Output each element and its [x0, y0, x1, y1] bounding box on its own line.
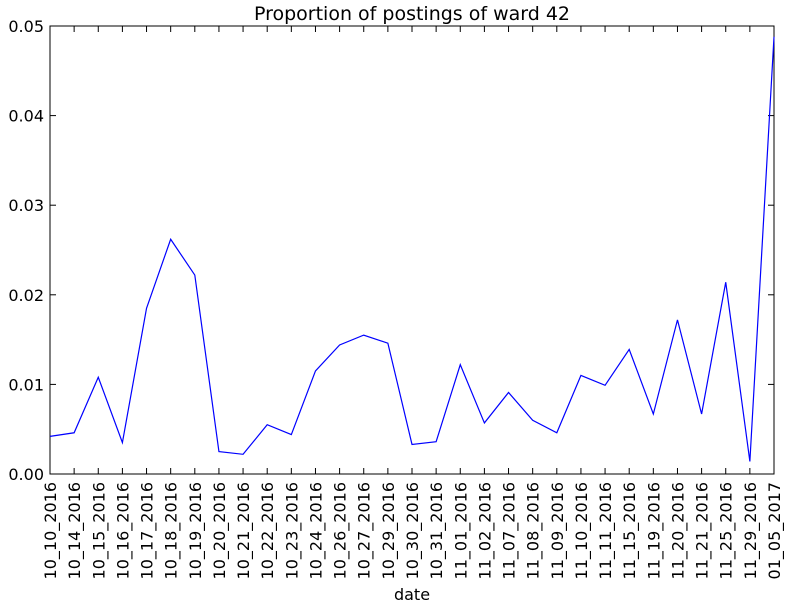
x-tick-label: 10_31_2016 — [427, 482, 447, 579]
x-tick-label: 01_05_2017 — [765, 482, 785, 579]
x-tick-label: 11_10_2016 — [572, 482, 592, 579]
x-tick-label: 10_15_2016 — [89, 482, 109, 579]
x-tick-label: 10_23_2016 — [282, 482, 302, 579]
x-tick-label: 11_21_2016 — [693, 482, 713, 579]
y-tick-label: 0.04 — [8, 107, 44, 126]
x-tick-label: 11_29_2016 — [741, 482, 761, 579]
x-tick-label: 11_11_2016 — [596, 482, 616, 579]
x-tick-label: 10_17_2016 — [138, 482, 158, 579]
x-tick-label: 11_15_2016 — [620, 482, 640, 579]
x-tick-label: 10_19_2016 — [186, 482, 206, 579]
x-tick-label: 10_20_2016 — [210, 482, 230, 579]
y-axis: 0.00 0.01 0.02 0.03 0.04 0.05 — [8, 17, 774, 484]
x-tick-label: 10_14_2016 — [65, 482, 85, 579]
y-tick-label: 0.02 — [8, 286, 44, 305]
x-tick-label: 10_24_2016 — [306, 482, 326, 579]
x-tick-label: 10_22_2016 — [258, 482, 278, 579]
x-tick-label: 10_30_2016 — [403, 482, 423, 579]
x-tick-label: 11_08_2016 — [524, 482, 544, 579]
x-tick-label: 10_18_2016 — [162, 482, 182, 579]
x-tick-label: 10_29_2016 — [379, 482, 399, 579]
x-axis-label: date — [394, 585, 430, 600]
plot-frame — [49, 25, 775, 475]
y-tick-label: 0.03 — [8, 196, 44, 215]
y-tick-label: 0.01 — [8, 375, 44, 394]
x-axis: 10_10_2016 10_14_2016 10_15_2016 10_16_2016… — [41, 26, 785, 579]
x-tick-label: 11_01_2016 — [451, 482, 471, 579]
x-tick-label: 11_20_2016 — [668, 482, 688, 579]
x-tick-label: 10_26_2016 — [331, 482, 351, 579]
chart-title: Proportion of postings of ward 42 — [254, 3, 570, 25]
series-line — [49, 36, 775, 462]
x-tick-label: 11_25_2016 — [717, 482, 737, 579]
x-tick-label: 11_19_2016 — [644, 482, 664, 579]
x-tick-label: 11_02_2016 — [475, 482, 495, 579]
x-tick-label: 11_07_2016 — [500, 482, 520, 579]
x-tick-label: 10_10_2016 — [41, 482, 61, 579]
x-tick-label: 10_16_2016 — [113, 482, 133, 579]
x-tick-label: 11_09_2016 — [548, 482, 568, 579]
x-tick-label: 10_27_2016 — [355, 482, 375, 579]
y-tick-label: 0.05 — [8, 17, 44, 36]
x-tick-label: 10_21_2016 — [234, 482, 254, 579]
y-tick-label: 0.00 — [8, 465, 44, 484]
